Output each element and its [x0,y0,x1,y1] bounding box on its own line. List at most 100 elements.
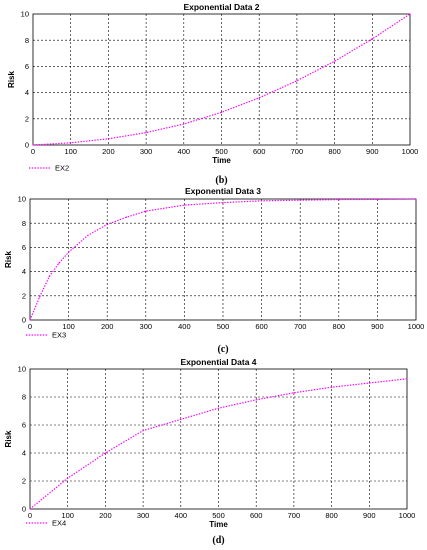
x-tick-label: 1000 [402,147,419,156]
x-tick-label: 300 [137,511,150,520]
data-point [183,204,185,206]
y-tick-label: 4 [22,267,26,276]
x-tick-label: 0 [28,322,32,331]
data-point [255,399,257,401]
x-tick-label: 1000 [399,511,416,520]
data-point [125,216,128,218]
legend-label: EX4 [52,519,66,528]
x-tick-label: 900 [363,511,376,520]
chart-title: Exponential Data 2 [183,2,259,12]
y-tick-label: 6 [22,243,26,252]
data-point [371,38,373,40]
x-tick-label: 700 [291,147,304,156]
data-point [180,418,182,420]
data-point [48,275,50,278]
data-point [299,199,301,201]
x-axis-label: Time [212,156,231,165]
data-point [29,508,31,510]
x-tick-label: 400 [178,147,191,156]
data-point [29,319,31,321]
chart-panel-3: 0 100 200 300 400 500 600 700 800 900 1000 0 2 4 6 8 10 E… [4,357,415,546]
x-tick-label: 600 [255,322,268,331]
legend-label: EX2 [55,164,69,173]
x-tick-label: 0 [28,511,32,520]
series-line-ex3 [29,198,417,321]
data-point [415,198,417,200]
data-point [220,111,223,113]
y-tick-label: 0 [25,141,29,150]
data-point [331,386,333,388]
y-tick-label: 2 [25,114,29,123]
data-point [222,202,224,204]
data-point [334,60,336,62]
data-point [258,97,260,99]
y-tick-label: 2 [22,291,26,300]
data-point [296,80,298,82]
y-tick-label: 0 [22,316,26,325]
data-point [409,13,411,15]
x-tick-label: 900 [371,322,384,331]
x-tick-label: 1000 [408,322,425,331]
y-tick-label: 10 [18,365,26,374]
x-tick-label: 600 [250,511,263,520]
y-axis-label: Risk [4,251,13,268]
legend-label: EX3 [52,331,66,340]
x-tick-label: 400 [175,511,188,520]
data-point [145,210,147,212]
data-point [58,262,60,264]
x-tick-label: 700 [294,322,307,331]
data-point [183,123,185,125]
data-point [293,392,295,394]
data-point [376,198,378,200]
x-tick-label: 200 [101,322,114,331]
panel-caption: (d) [212,535,224,546]
y-tick-label: 6 [25,62,29,71]
x-tick-label: 100 [61,511,74,520]
x-tick-label: 300 [140,147,153,156]
y-axis-label: Risk [7,71,16,88]
data-point [106,223,108,226]
data-point [338,199,340,201]
chart-title: Exponential Data 4 [180,357,256,367]
x-axis-label: Time [209,520,228,529]
data-point [70,142,72,144]
x-tick-label: 0 [31,147,35,156]
y-tick-label: 8 [22,393,26,402]
x-tick-label: 200 [99,511,112,520]
data-point [107,138,109,140]
y-tick-label: 8 [25,36,29,45]
y-tick-label: 10 [18,195,26,204]
data-point [104,452,106,454]
y-tick-label: 8 [22,219,26,228]
y-tick-label: 4 [22,449,26,458]
data-point [217,407,220,409]
panel-caption: (b) [215,175,227,186]
y-axis-label: Risk [4,430,13,447]
y-tick-label: 10 [21,10,29,19]
series-line-ex2 [32,13,411,146]
x-tick-label: 100 [64,147,77,156]
x-tick-label: 800 [328,147,341,156]
data-point [142,430,144,432]
data-point [368,382,370,384]
y-tick-label: 4 [25,88,29,97]
x-tick-label: 800 [325,511,338,520]
x-tick-label: 200 [102,147,115,156]
data-point [39,296,41,298]
data-point [87,234,89,236]
data-point [32,144,34,146]
x-tick-label: 100 [62,322,75,331]
chart-panel-2: 0 100 200 300 400 500 600 700 800 900 1000 0 2 4 6 8 10 E… [4,186,424,355]
chart-title: Exponential Data 3 [185,186,261,196]
x-tick-label: 500 [212,511,225,520]
x-tick-label: 600 [253,147,266,156]
x-tick-label: 500 [215,147,228,156]
y-tick-label: 6 [22,421,26,430]
y-tick-label: 0 [22,505,26,514]
y-tick-label: 2 [22,477,26,486]
data-point [145,131,147,134]
panel-caption: (c) [217,344,228,355]
x-tick-label: 300 [140,322,153,331]
x-tick-label: 700 [288,511,301,520]
